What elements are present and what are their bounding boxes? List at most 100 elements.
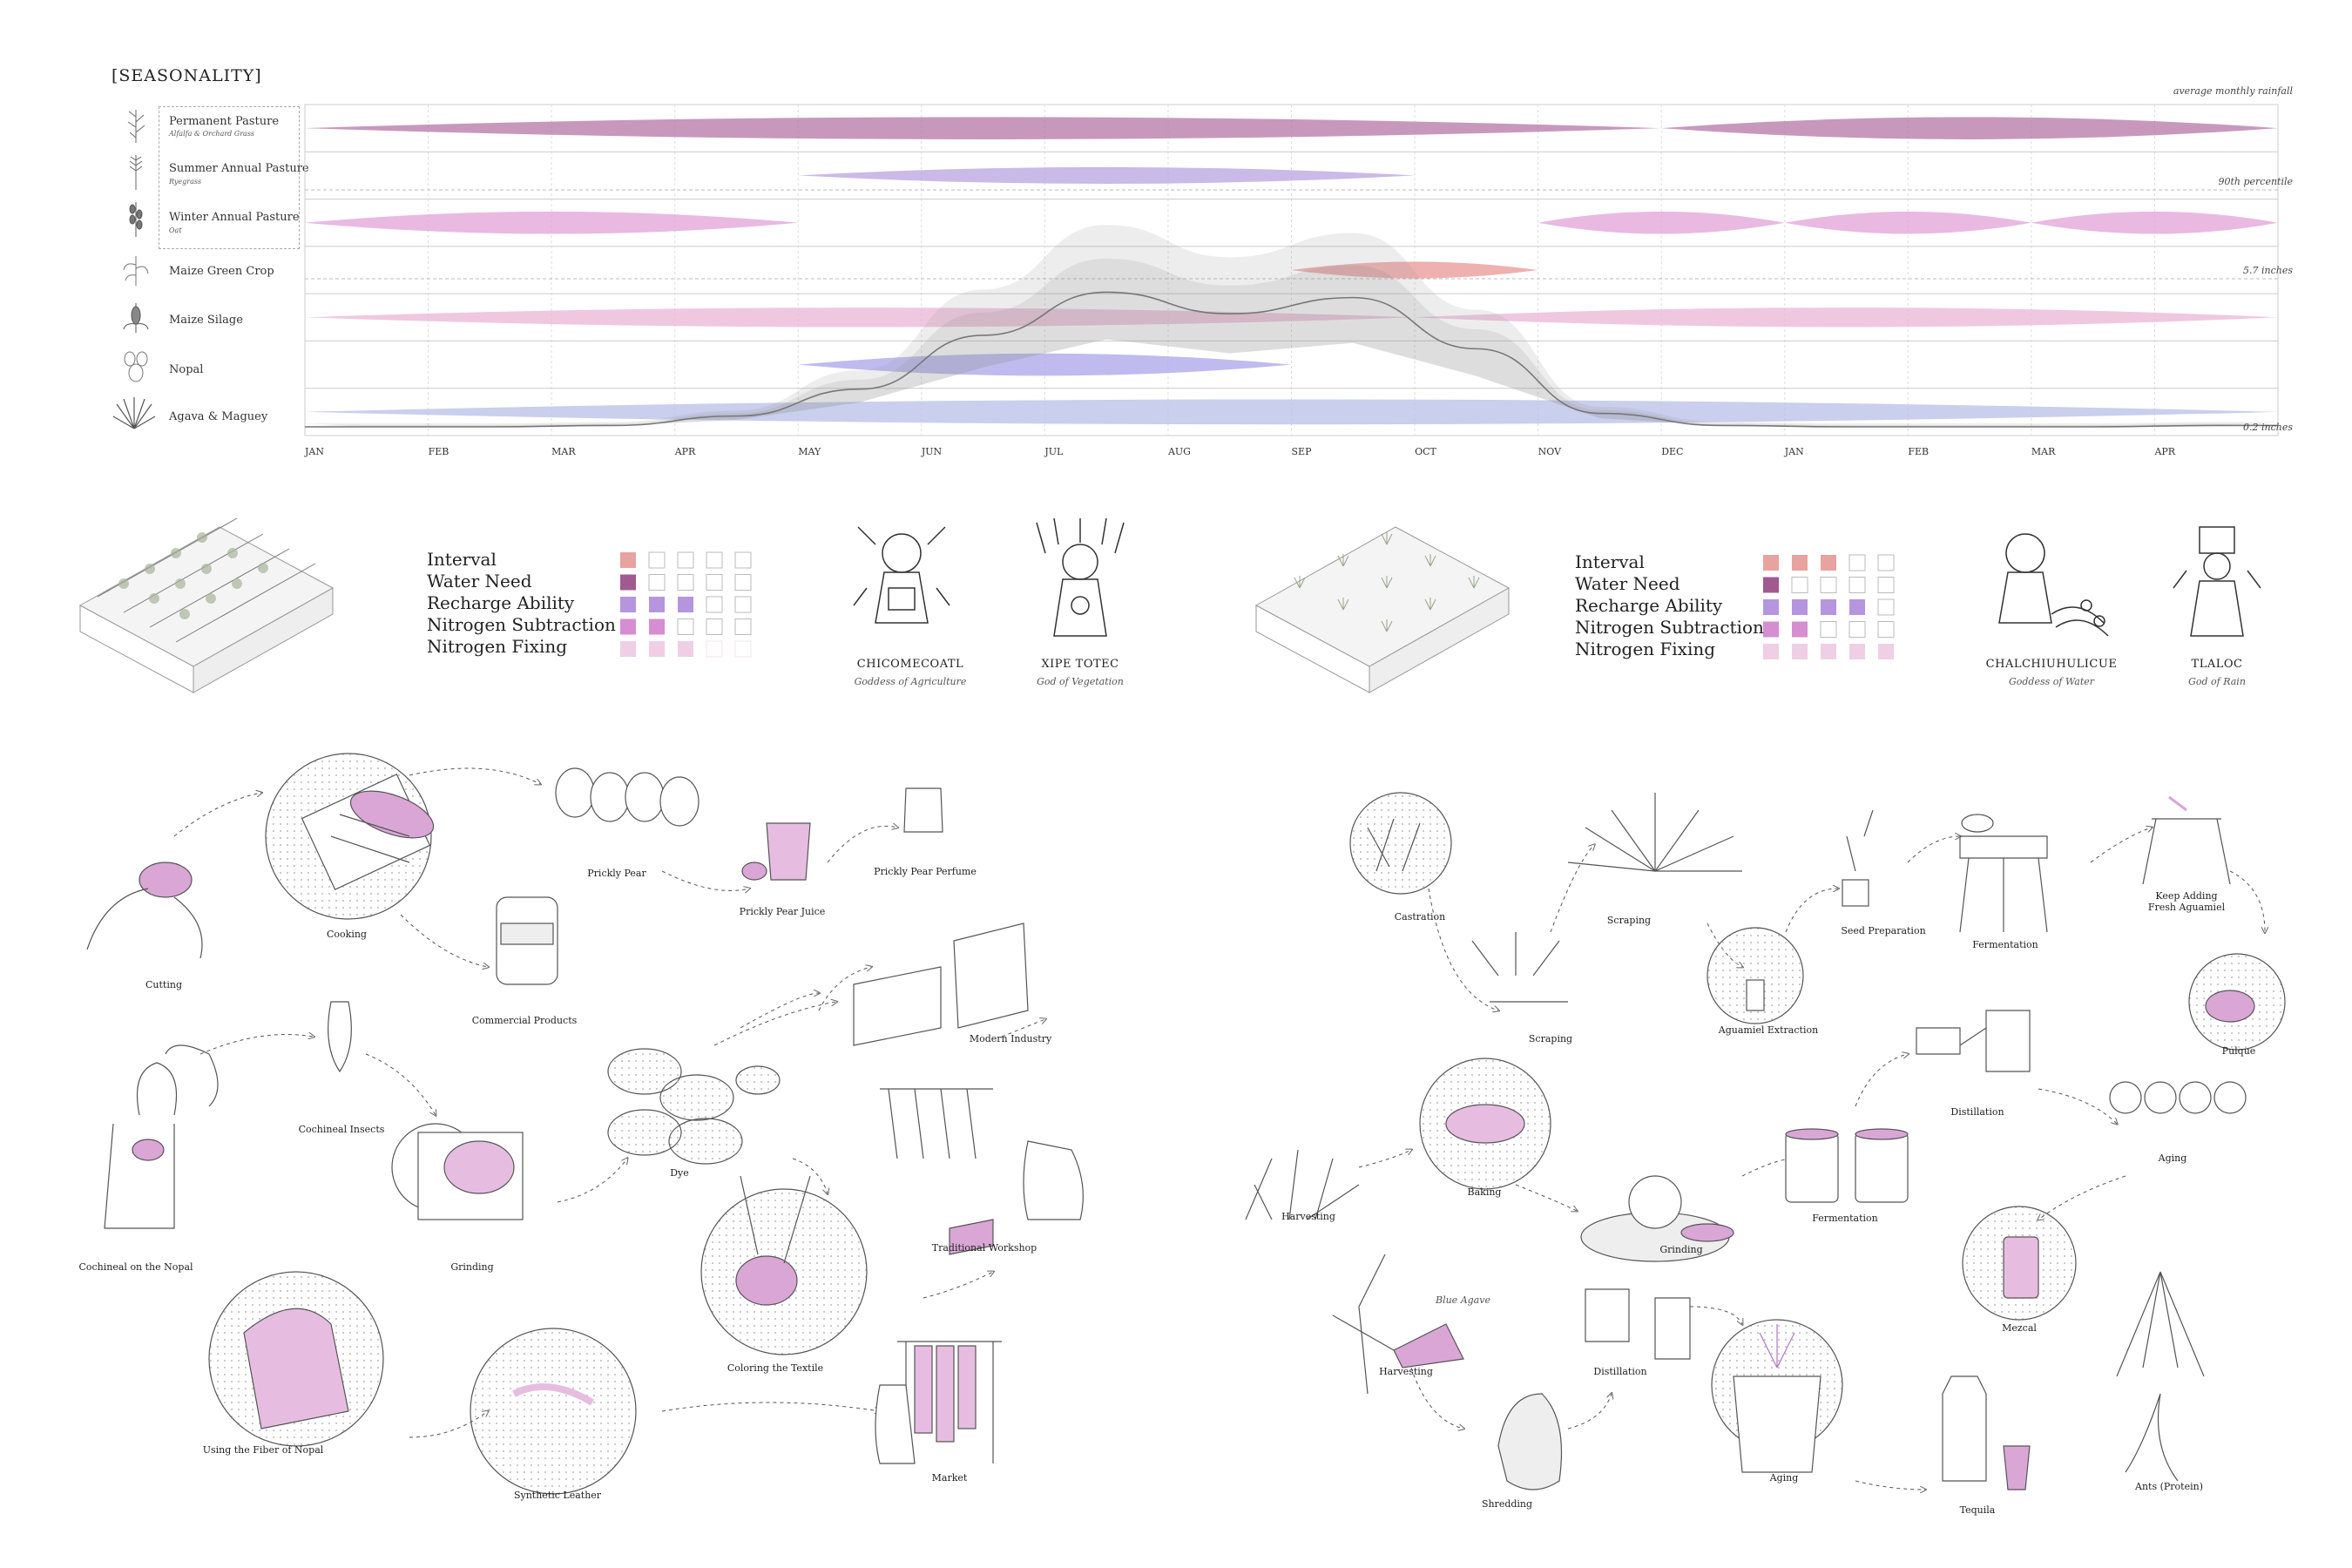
step-label: Ants (Protein) <box>2135 1481 2203 1492</box>
legend-label: Interval <box>427 549 497 570</box>
legend-cell-filled <box>678 641 693 657</box>
legend-cell-empty <box>1877 554 1895 571</box>
crop-band <box>1538 211 1785 234</box>
legend-cell-filled <box>1849 644 1865 659</box>
month-label: APR <box>2153 446 2175 457</box>
step-label: Grinding <box>1659 1244 1703 1255</box>
step-label: Modern Industry <box>969 1033 1052 1044</box>
month-label: MAY <box>798 446 821 457</box>
crop-band <box>305 399 2278 425</box>
legend-cell-filled <box>620 597 636 612</box>
legend-cell-empty <box>648 551 666 569</box>
step-label: Harvesting <box>1379 1366 1433 1377</box>
legend-cell-empty <box>677 574 694 591</box>
legend-cell-filled <box>678 597 693 612</box>
legend-cell-empty <box>648 574 666 591</box>
month-label: FEB <box>1908 446 1929 457</box>
step-label: Cochineal on the Nopal <box>78 1261 193 1273</box>
step-label: Prickly Pear Juice <box>739 906 826 917</box>
rainfall-max: 5.7 inches <box>2243 265 2293 276</box>
legend-cell-filled <box>620 574 636 591</box>
legend-cell-empty <box>706 574 723 591</box>
isometric-block-left <box>71 501 350 705</box>
legend-cell-empty <box>677 551 694 569</box>
legend-cell-filled <box>1792 599 1808 615</box>
god-name: TLALOC <box>2191 658 2243 671</box>
step-label: Dye <box>670 1167 689 1179</box>
legend-cell-filled <box>649 641 665 657</box>
legend-cell-empty <box>734 551 752 569</box>
crop-icon-permanent <box>120 106 152 148</box>
step-label: Using the Fiber of Nopal <box>202 1444 324 1456</box>
month-label: MAR <box>551 446 576 457</box>
legend-cell-empty <box>1877 598 1895 616</box>
legend-cell-filled <box>1763 599 1779 615</box>
step-label: Shredding <box>1481 1498 1533 1510</box>
legend-cell-filled <box>1792 555 1808 571</box>
step-label: Aguamiel Extraction <box>1718 1024 1819 1036</box>
step-label: Coloring the Textile <box>727 1362 824 1374</box>
crop-band <box>305 117 1662 139</box>
crop-name: Maize Silage <box>169 314 243 327</box>
step-label: Cutting <box>145 979 182 990</box>
legend-left: Interval Water Need Recharge Ability Nit… <box>427 549 616 658</box>
rainfall-average-line <box>305 291 2278 428</box>
crop-band <box>2031 211 2278 234</box>
legend-cell-filled <box>1821 555 1836 571</box>
month-label: APR <box>674 446 696 457</box>
legend-cell-empty <box>706 551 723 569</box>
month-label: OCT <box>1415 446 1436 457</box>
crop-band <box>1291 261 1538 279</box>
crop-band <box>1415 308 2278 328</box>
legend-cell-filled <box>1792 644 1808 659</box>
crop-name: Maize Green Crop <box>169 265 274 278</box>
god-name: CHALCHIUHULICUE <box>1985 658 2118 671</box>
legend-label: Recharge Ability <box>427 592 575 613</box>
crop-name: Agava & Maguey <box>169 410 268 423</box>
legend-label: Interval <box>1575 551 1645 572</box>
legend-cell-empty <box>1877 577 1895 593</box>
crop-band <box>1784 211 2031 234</box>
crop-band <box>798 166 1416 185</box>
legend-right: Interval Water Need Recharge Ability Nit… <box>1575 551 1764 660</box>
legend-cell-filled <box>1878 644 1894 659</box>
crop-icon-winter <box>120 200 152 242</box>
legend-label: Water Need <box>427 571 532 591</box>
step-label: Baking <box>1467 1186 1502 1198</box>
step-label: Fresh Aguamiel <box>2147 902 2226 913</box>
month-label: JAN <box>1784 446 1804 457</box>
crop-icon-agave <box>112 395 157 434</box>
crop-icon-maize-silage <box>120 300 152 338</box>
crop-sub: Ryegrass <box>169 178 202 186</box>
crop-band <box>1661 117 2278 139</box>
rainfall-inner-band <box>305 258 2278 427</box>
legend-cell-empty <box>706 596 723 613</box>
god-sub: God of Rain <box>2188 676 2246 687</box>
legend-label: Nitrogen Fixing <box>427 636 568 657</box>
step-label: Aging <box>2158 1152 2187 1164</box>
legend-cell-empty <box>1820 577 1837 593</box>
legend-cell-empty <box>1848 554 1866 571</box>
legend-cell-empty <box>734 596 752 613</box>
legend-cell-empty <box>677 618 694 635</box>
step-label: Grinding <box>450 1261 494 1273</box>
step-label: Synthetic Leather <box>513 1490 602 1501</box>
god-icon-xipe-totec <box>1028 517 1132 648</box>
god-sub: Goddess of Water <box>2008 676 2095 687</box>
legend-cell-filled <box>1763 555 1779 571</box>
isometric-block-right <box>1247 501 1526 705</box>
month-label: JAN <box>304 446 324 457</box>
step-label: Scraping <box>1528 1033 1573 1044</box>
crop-name: Winter Annual Pasture <box>169 211 300 224</box>
legend-label: Nitrogen Subtraction <box>1575 617 1764 638</box>
legend-cell-filled <box>620 618 636 635</box>
step-label: Scraping <box>1606 915 1652 926</box>
step-label: Distillation <box>1950 1106 2004 1118</box>
legend-cell-empty <box>1820 621 1837 638</box>
legend-cell-filled <box>1763 644 1779 659</box>
step-label: Distillation <box>1593 1366 1647 1377</box>
chart-grid <box>304 104 2279 436</box>
legend-cell-filled <box>649 597 665 612</box>
month-label: MAR <box>2031 446 2056 457</box>
